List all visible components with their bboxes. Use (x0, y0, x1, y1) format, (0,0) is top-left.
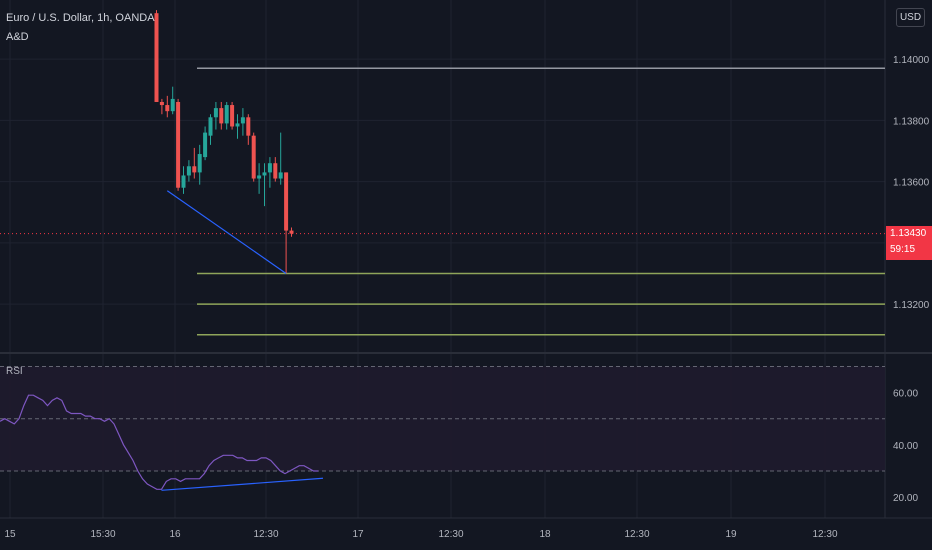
candle (262, 163, 267, 207)
candle-body (170, 98, 175, 112)
candle (154, 10, 159, 102)
time-tick-label: 17 (352, 529, 364, 540)
bar-countdown: 59:15 (890, 244, 916, 255)
time-tick-label: 12:30 (438, 529, 463, 540)
price-tick-label: 1.13200 (893, 300, 930, 311)
symbol-title[interactable]: Euro / U.S. Dollar, 1h, OANDA (6, 12, 155, 24)
candle-body (273, 163, 278, 179)
candle-body (246, 117, 251, 136)
candle (246, 114, 251, 145)
candle (165, 95, 170, 118)
candle-body (224, 105, 229, 124)
time-tick-label: 18 (539, 529, 551, 540)
candle (159, 98, 164, 115)
rsi-tick-label: 20.00 (893, 493, 918, 504)
candle-body (208, 117, 213, 136)
candle-body (289, 230, 294, 234)
candle-body (165, 105, 170, 112)
candle (278, 132, 283, 185)
price-tick-label: 1.14000 (893, 55, 930, 66)
rsi-divergence-line (161, 477, 324, 491)
time-tick-label: 15:30 (90, 529, 115, 540)
candle (235, 114, 240, 139)
candle-body (219, 108, 224, 124)
candle-body (154, 13, 159, 102)
candle (197, 144, 202, 185)
time-tick-label: 12:30 (812, 529, 837, 540)
candle-body (284, 172, 289, 231)
candle-body (213, 108, 218, 118)
candle-body (267, 163, 272, 173)
study-label: A&D (6, 31, 29, 43)
candle (219, 101, 224, 130)
candle (213, 101, 218, 130)
price-tick-label: 1.13800 (893, 116, 930, 127)
candle-body (235, 123, 240, 127)
candle (224, 101, 229, 130)
candle-body (230, 105, 235, 127)
candle (289, 227, 294, 237)
rsi-line (0, 394, 319, 490)
candle (257, 163, 262, 194)
trend-line (166, 190, 287, 274)
candle (176, 98, 181, 191)
candle-body (240, 117, 245, 124)
time-tick-label: 19 (725, 529, 737, 540)
candle (273, 157, 278, 182)
candle (267, 157, 272, 188)
candle (170, 86, 175, 115)
candle (203, 126, 208, 161)
rsi-tick-label: 60.00 (893, 389, 918, 400)
candle-body (159, 101, 164, 106)
price-tick-label: 1.13600 (893, 178, 930, 189)
candle (208, 114, 213, 145)
rsi-pane-label: RSI (6, 366, 23, 377)
candle-body (262, 172, 267, 176)
candle (181, 166, 186, 194)
currency-button[interactable]: USD (896, 8, 925, 27)
candle (284, 172, 289, 274)
last-price-value: 1.13430 (890, 228, 927, 239)
candle-body (278, 172, 283, 179)
time-tick-label: 15 (4, 529, 16, 540)
candle-body (257, 175, 262, 179)
candle-body (192, 166, 197, 173)
candle (186, 160, 191, 182)
candle (192, 147, 197, 179)
last-price-badge: 1.13430 59:15 (886, 226, 932, 260)
candle-body (176, 101, 181, 188)
candle (240, 108, 245, 136)
time-tick-label: 12:30 (624, 529, 649, 540)
candle (251, 132, 256, 182)
time-tick-label: 12:30 (253, 529, 278, 540)
candle-body (197, 154, 202, 173)
rsi-tick-label: 40.00 (893, 441, 918, 452)
candle-body (203, 132, 208, 158)
candle-body (251, 135, 256, 179)
candle (230, 101, 235, 130)
candle-body (186, 166, 191, 176)
candle-body (181, 175, 186, 188)
time-tick-label: 16 (169, 529, 181, 540)
